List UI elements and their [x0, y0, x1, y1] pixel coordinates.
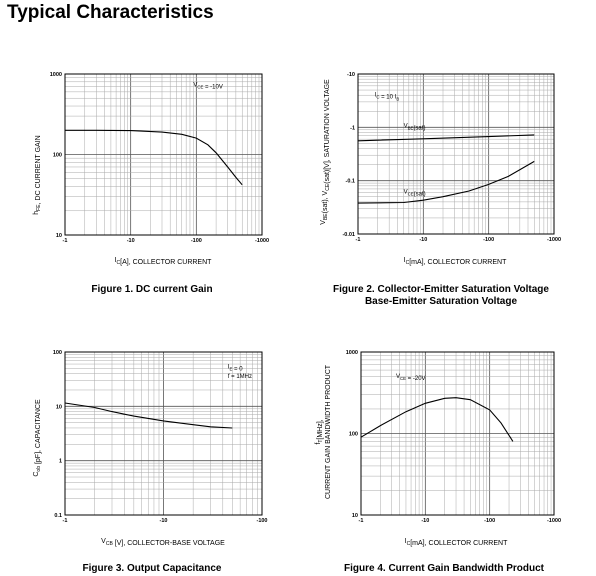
plot-frame: [64, 73, 263, 236]
grid: [358, 74, 554, 234]
x-tick-label: -1000: [547, 518, 561, 524]
x-tick-label: -10: [421, 518, 429, 524]
x-tick-label: -1: [359, 518, 364, 524]
figure-caption-line2: Base-Emitter Saturation Voltage: [365, 296, 518, 307]
y-tick-label: 100: [53, 350, 62, 356]
grid: [65, 352, 262, 515]
series-line-1: [65, 129, 243, 186]
grid: [65, 74, 262, 235]
y-tick-label: -10: [347, 72, 355, 78]
y-tick-label: 1000: [50, 72, 62, 78]
y-tick-label: 100: [349, 432, 358, 438]
figure-caption: Figure 4. Current Gain Bandwidth Product: [344, 563, 545, 574]
chart-annotation: VCE(sat): [404, 189, 426, 197]
x-tick-label: -1: [63, 238, 68, 244]
x-axis-label: VCB [V], COLLECTOR-BASE VOLTAGE: [101, 538, 225, 547]
y-tick-label: 10: [56, 233, 62, 239]
series-line-1: [64, 402, 233, 429]
y-tick-label: 100: [53, 153, 62, 159]
plot-frame: [357, 73, 555, 235]
x-tick-label: -100: [191, 238, 202, 244]
chart-annotation: VBE(sat): [404, 123, 426, 131]
y-axis-label-line2: CURRENT GAIN BANDWIDTH PRODUCT: [325, 364, 332, 499]
chart-4: -1 -10 -100 -1000 10 100 1000 VCE = -20V IC[mA],…: [315, 350, 561, 574]
y-tick-label: -1: [350, 125, 355, 131]
series-line-2: [357, 160, 535, 204]
x-axis-label: IC[A], COLLECTOR CURRENT: [115, 257, 213, 266]
x-tick-label: -10: [419, 237, 427, 243]
figure-caption: Figure 1. DC current Gain: [91, 284, 212, 295]
y-tick-label: -0.01: [342, 232, 355, 238]
plot-frame: [360, 351, 555, 516]
y-tick-label: 10: [352, 513, 358, 519]
chart-annotation: f = 1MHz: [228, 374, 252, 380]
series-line-1: [360, 397, 514, 442]
x-tick-label: -100: [483, 237, 494, 243]
x-tick-label: -100: [484, 518, 495, 524]
x-tick-label: -1: [356, 237, 361, 243]
y-axis-label: fT[MHz],: [315, 419, 324, 444]
figure-caption: Figure 3. Output Capacitance: [83, 563, 222, 574]
series-line-1: [357, 134, 535, 142]
x-tick-label: -100: [256, 518, 267, 524]
y-tick-label: -0.1: [346, 179, 355, 185]
x-axis-label: IC[mA], COLLECTOR CURRENT: [404, 257, 507, 266]
y-tick-label: 0.1: [54, 513, 62, 519]
grid: [361, 352, 554, 515]
figure-caption: Figure 2. Collector-Emitter Saturation V…: [333, 284, 549, 295]
x-axis-label: IC[mA], COLLECTOR CURRENT: [405, 538, 508, 547]
chart-annotation: VCE = -10V: [193, 82, 223, 90]
chart-annotation: IC = 10 IB: [375, 92, 400, 101]
y-axis-label: hFE, DC CURRENT GAIN: [33, 135, 42, 214]
x-tick-label: -1000: [255, 238, 269, 244]
y-tick-label: 10: [56, 404, 62, 410]
chart-annotation: IE = 0: [228, 364, 243, 372]
page-title: Typical Characteristics: [7, 2, 214, 23]
x-tick-label: -1: [63, 518, 68, 524]
y-axis-label: Cob [pF], CAPACITANCE: [33, 399, 42, 477]
y-tick-label: 1: [59, 459, 62, 465]
x-tick-label: -10: [127, 238, 135, 244]
chart-annotation: VCE = -20V: [396, 374, 426, 382]
x-tick-label: -1000: [547, 237, 561, 243]
chart-1: -1 -10 -100 -1000 10 100 1000 VCE = -10V IC[A], …: [33, 72, 269, 295]
chart-2: -1 -10 -100 -1000 -0.01 -0.1 -1 -10 IC = 10 IB VB…: [320, 72, 561, 307]
x-tick-label: -10: [160, 518, 168, 524]
plot-frame: [64, 351, 263, 516]
chart-3: -1 -10 -100 0.1 1 10 100 IE = 0 f = 1MHz VCB [V],…: [33, 350, 268, 574]
y-axis-label: VBE(sat), VCE(sat)[V], SATURATION VOLTAG…: [320, 79, 331, 225]
y-tick-label: 1000: [346, 350, 358, 356]
